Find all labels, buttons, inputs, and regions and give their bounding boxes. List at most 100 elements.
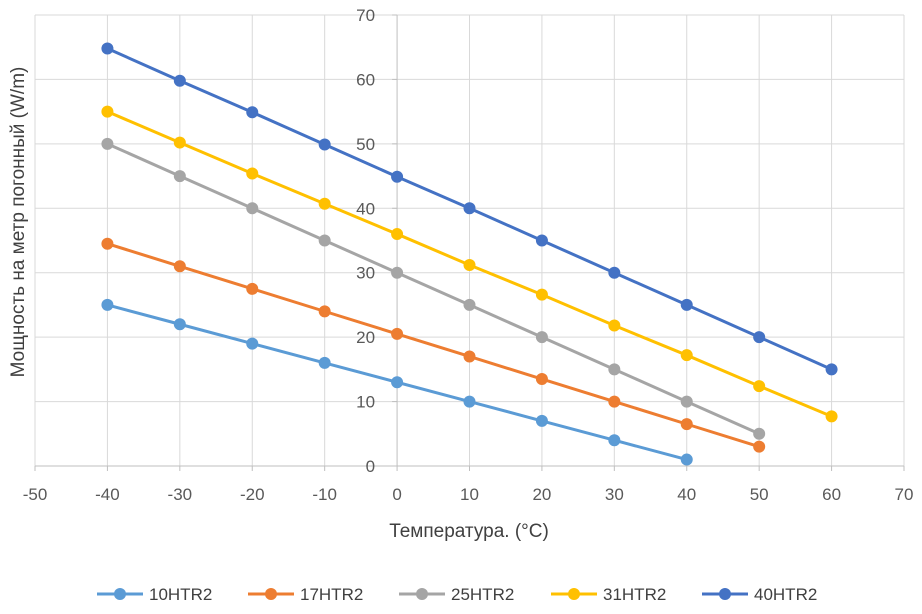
series-25HTR2 — [101, 137, 766, 440]
data-point — [246, 106, 259, 119]
legend-item: 17HTR2 — [248, 585, 363, 604]
data-point — [391, 327, 404, 340]
data-point — [101, 137, 114, 150]
data-point — [463, 395, 476, 408]
data-point — [608, 395, 621, 408]
legend-swatch-marker — [568, 588, 580, 600]
legend-swatch-marker — [114, 588, 126, 600]
data-point — [535, 414, 548, 427]
data-point — [825, 363, 838, 376]
legend-label: 40HTR2 — [754, 585, 817, 604]
y-tick-label: 60 — [356, 70, 375, 89]
x-tick-label: -10 — [312, 485, 337, 504]
data-point — [318, 234, 331, 247]
data-point — [391, 228, 404, 241]
data-point — [463, 202, 476, 215]
data-point — [391, 170, 404, 183]
data-point — [463, 298, 476, 311]
legend-item: 31HTR2 — [551, 585, 666, 604]
legend-item: 10HTR2 — [97, 585, 212, 604]
data-point — [391, 376, 404, 389]
data-point — [391, 266, 404, 279]
y-tick-label: 10 — [356, 393, 375, 412]
x-tick-label: 0 — [392, 485, 401, 504]
data-point — [318, 305, 331, 318]
y-tick-label: 30 — [356, 264, 375, 283]
series-line — [105, 142, 761, 436]
y-tick-label: 40 — [356, 199, 375, 218]
series-40HTR2 — [101, 42, 838, 376]
x-tick-label: -30 — [168, 485, 193, 504]
y-tick-label: 50 — [356, 135, 375, 154]
data-point — [825, 410, 838, 423]
data-point — [608, 363, 621, 376]
data-point — [753, 331, 766, 344]
legend-swatch-marker — [719, 588, 731, 600]
legend: 10HTR2 17HTR2 25HTR2 31HTR2 40HTR2 — [97, 585, 817, 604]
data-point — [535, 373, 548, 386]
legend-swatch-marker — [265, 588, 277, 600]
data-point — [680, 418, 693, 431]
x-tick-label: 60 — [822, 485, 841, 504]
legend-label: 17HTR2 — [300, 585, 363, 604]
series-10HTR2 — [101, 298, 693, 466]
data-point — [246, 282, 259, 295]
data-point — [463, 258, 476, 271]
legend-label: 31HTR2 — [603, 585, 666, 604]
x-tick-label: 50 — [750, 485, 769, 504]
x-tick-label: 20 — [532, 485, 551, 504]
data-point — [101, 105, 114, 118]
data-point — [173, 74, 186, 87]
data-point — [173, 136, 186, 149]
data-point — [753, 380, 766, 393]
data-point — [101, 42, 114, 55]
data-point — [318, 138, 331, 151]
data-point — [101, 298, 114, 311]
data-point — [318, 197, 331, 210]
legend-item: 40HTR2 — [702, 585, 817, 604]
data-point — [753, 427, 766, 440]
data-point — [753, 440, 766, 453]
x-tick-labels: -50 -40 -30 -20 -10 0 10 20 30 40 50 60 70 — [23, 485, 914, 504]
x-tick-label: -40 — [95, 485, 120, 504]
legend-label: 25HTR2 — [451, 585, 514, 604]
y-tick-labels: 0 10 20 30 40 50 60 70 — [356, 6, 375, 476]
data-point — [680, 453, 693, 466]
data-point — [318, 356, 331, 369]
data-point — [246, 202, 259, 215]
data-point — [246, 167, 259, 180]
series-line — [105, 242, 761, 449]
legend-swatch-marker — [416, 588, 428, 600]
y-tick-label: 70 — [356, 6, 375, 25]
x-axis-title: Температура. (°C) — [389, 521, 549, 542]
data-point — [535, 234, 548, 247]
series-31HTR2 — [101, 105, 838, 423]
x-tick-label: 40 — [677, 485, 696, 504]
data-point — [173, 260, 186, 273]
series-17HTR2 — [101, 237, 766, 453]
data-point — [608, 319, 621, 332]
data-point — [680, 349, 693, 362]
data-point — [608, 434, 621, 447]
data-point — [101, 237, 114, 250]
y-tick-label: 20 — [356, 328, 375, 347]
y-tick-label: 0 — [366, 457, 375, 476]
x-tick-label: 70 — [895, 485, 914, 504]
data-point — [173, 170, 186, 183]
data-point — [246, 337, 259, 350]
x-tick-label: 30 — [605, 485, 624, 504]
data-point — [535, 331, 548, 344]
y-axis-title: Мощность на метр погонный (W/m) — [8, 67, 29, 378]
data-point — [173, 318, 186, 331]
data-point — [608, 266, 621, 279]
legend-item: 25HTR2 — [399, 585, 514, 604]
x-tick-label: -20 — [240, 485, 265, 504]
data-point — [680, 298, 693, 311]
x-tick-label: 10 — [460, 485, 479, 504]
data-point — [535, 288, 548, 301]
series-group — [101, 42, 838, 466]
data-point — [463, 350, 476, 363]
x-tick-label: -50 — [23, 485, 48, 504]
data-point — [680, 395, 693, 408]
